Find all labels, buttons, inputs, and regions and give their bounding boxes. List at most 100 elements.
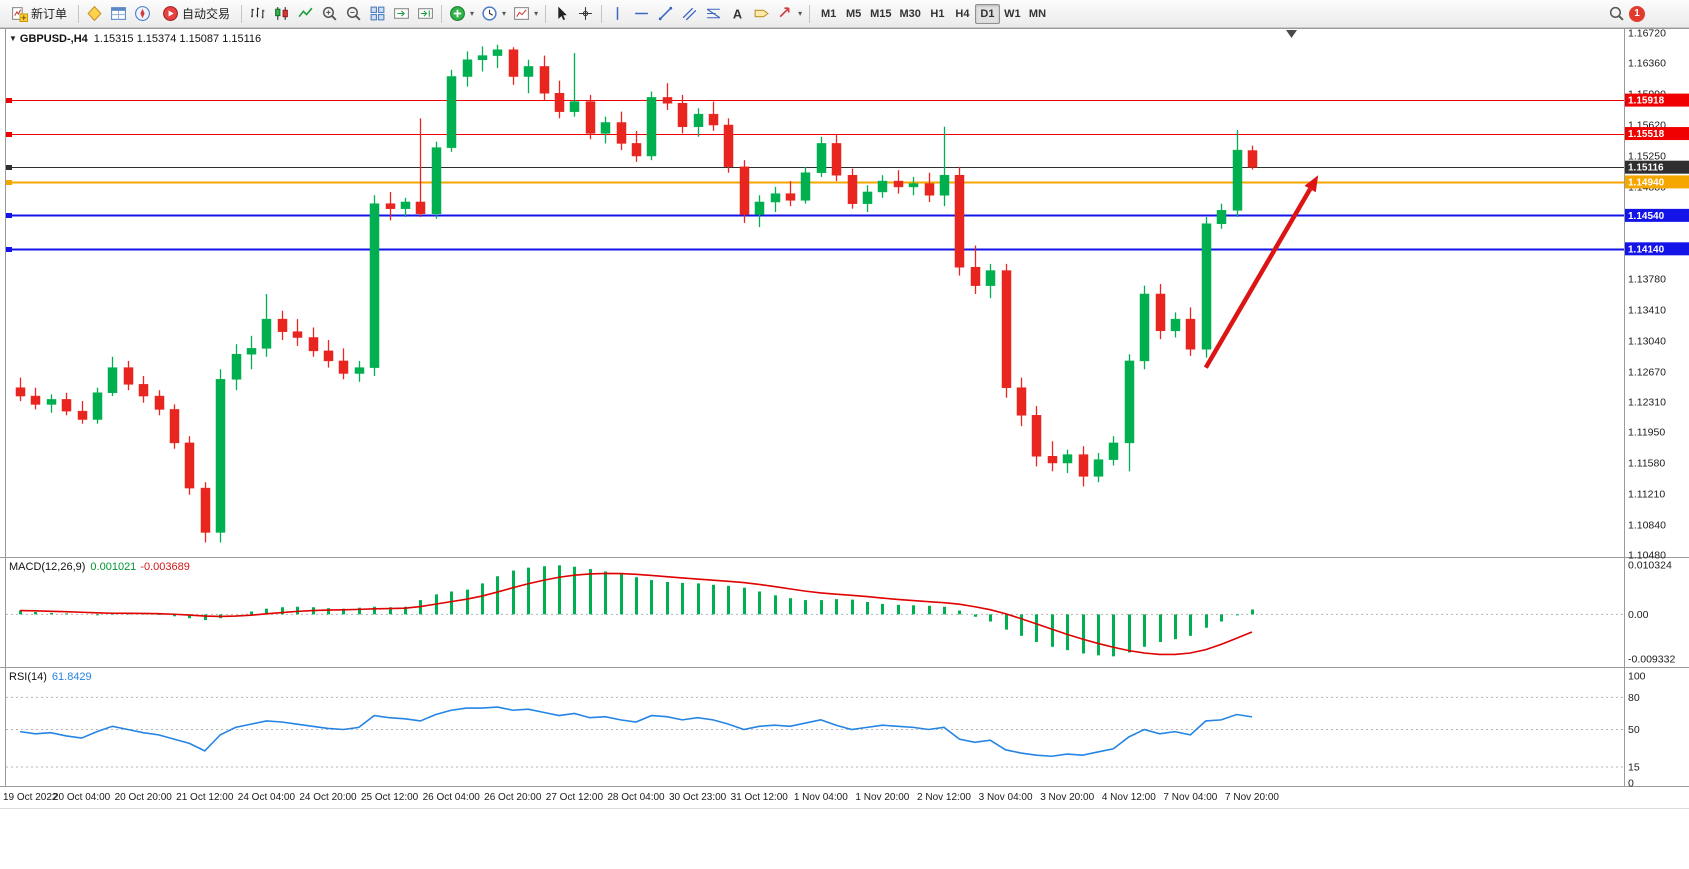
text-tool-button[interactable]: A [726, 3, 749, 25]
collapse-icon[interactable]: ▼ [9, 34, 17, 43]
toolbar-separator [241, 4, 243, 23]
hline-1.15116[interactable] [6, 165, 1624, 170]
chart-title: ▼ GBPUSD-,H4 1.15315 1.15374 1.15087 1.151… [9, 33, 261, 45]
crosshair-button[interactable] [574, 3, 597, 25]
svg-text:1.13410: 1.13410 [1628, 304, 1666, 316]
hline-1.14140[interactable] [6, 247, 1624, 252]
svg-text:25 Oct 12:00: 25 Oct 12:00 [361, 792, 419, 803]
notification-badge[interactable]: 1 [1629, 5, 1645, 22]
label-tool-button[interactable] [750, 3, 773, 25]
periods-button[interactable]: ▾ [478, 3, 509, 25]
timeframe-button-d1[interactable]: D1 [974, 3, 1000, 24]
autotrading-button[interactable]: 自动交易 [155, 3, 237, 25]
zoom-in-icon [322, 6, 337, 21]
macd-label: MACD(12,26,9) 0.001021 -0.003689 [9, 561, 190, 573]
search-button[interactable] [1605, 3, 1628, 25]
navigator-icon [135, 6, 150, 21]
rsi-label: RSI(14) 61.8429 [9, 671, 92, 683]
bar-chart-icon [251, 7, 265, 19]
timeframe-button-m15[interactable]: M15 [866, 4, 895, 24]
chart-ohlc-values: 1.15315 1.15374 1.15087 1.15116 [93, 33, 262, 45]
tile-windows-button[interactable] [366, 3, 389, 25]
market-watch-button[interactable] [83, 3, 106, 25]
arrows-tool-button[interactable]: ▾ [774, 3, 805, 25]
vertical-line-tool-button[interactable] [606, 3, 629, 25]
toolbar-separator [441, 4, 443, 23]
templates-button[interactable]: ▾ [510, 3, 541, 25]
new-order-label: 新订单 [31, 7, 68, 21]
periods-clock-icon [482, 6, 497, 21]
svg-text:7 Nov 20:00: 7 Nov 20:00 [1225, 792, 1279, 803]
zoom-out-button[interactable] [342, 3, 365, 25]
trendline-icon [658, 6, 673, 21]
navigator-button[interactable] [131, 3, 154, 25]
svg-text:1.11950: 1.11950 [1628, 427, 1665, 439]
search-icon [1609, 6, 1624, 21]
candlestick-mode-button[interactable] [270, 3, 293, 25]
toolbar-separator [78, 4, 80, 23]
timeframe-button-h4[interactable]: H4 [950, 4, 975, 24]
chart-shift-marker[interactable] [1286, 30, 1297, 38]
chart-shift-button[interactable] [414, 3, 437, 25]
svg-text:1.10840: 1.10840 [1628, 519, 1666, 531]
main-toolbar: 新订单 自动交易 [0, 0, 1689, 28]
svg-text:1.14540: 1.14540 [1628, 211, 1665, 222]
svg-text:80: 80 [1628, 692, 1640, 704]
auto-scroll-button[interactable] [390, 3, 413, 25]
horizontal-line-tool-button[interactable] [630, 3, 653, 25]
chart-background [0, 28, 1689, 869]
hline-1.15918[interactable] [6, 98, 1624, 103]
trend-arrow[interactable] [1203, 175, 1319, 369]
svg-text:0: 0 [1628, 778, 1634, 790]
svg-text:-0.009332: -0.009332 [1628, 653, 1675, 665]
timeframe-button-w1[interactable]: W1 [1000, 4, 1025, 24]
fibonacci-icon [706, 8, 721, 19]
macd-value: 0.001021 [90, 561, 137, 573]
hline-1.15518[interactable] [6, 132, 1624, 137]
hline-1.14940[interactable] [6, 180, 1624, 185]
cursor-button[interactable] [550, 3, 573, 25]
zoom-in-button[interactable] [318, 3, 341, 25]
horizontal-line-icon [635, 12, 648, 15]
toolbar-separator [545, 4, 547, 23]
toolbar-separator [601, 4, 603, 23]
svg-text:30 Oct 23:00: 30 Oct 23:00 [669, 792, 727, 803]
svg-text:50: 50 [1628, 724, 1640, 736]
channel-tool-button[interactable] [678, 3, 701, 25]
svg-text:A: A [733, 6, 742, 21]
line-chart-mode-button[interactable] [294, 3, 317, 25]
timeframe-button-m1[interactable]: M1 [816, 4, 841, 24]
timeframe-button-m5[interactable]: M5 [841, 4, 866, 24]
svg-text:0.00: 0.00 [1628, 609, 1649, 621]
data-window-button[interactable] [107, 3, 130, 25]
timeframe-button-m30[interactable]: M30 [896, 4, 925, 24]
svg-text:24 Oct 20:00: 24 Oct 20:00 [299, 792, 357, 803]
svg-text:7 Nov 04:00: 7 Nov 04:00 [1163, 792, 1217, 803]
auto-scroll-icon [394, 8, 409, 19]
svg-text:26 Oct 20:00: 26 Oct 20:00 [484, 792, 542, 803]
svg-text:1.14940: 1.14940 [1628, 177, 1665, 188]
svg-text:1.12310: 1.12310 [1628, 396, 1666, 408]
hline-1.14540[interactable] [6, 213, 1624, 218]
line-chart-icon [298, 7, 313, 18]
trendline-tool-button[interactable] [654, 3, 677, 25]
chart-window: 1.167201.163601.159901.156201.152501.148… [0, 28, 1689, 869]
autotrading-label: 自动交易 [182, 7, 231, 21]
cursor-icon [558, 6, 567, 21]
rsi-value: 61.8429 [51, 671, 92, 683]
bar-chart-mode-button[interactable] [246, 3, 269, 25]
timeframe-button-h1[interactable]: H1 [925, 4, 950, 24]
new-order-button[interactable]: 新订单 [4, 3, 74, 25]
fibonacci-tool-button[interactable] [702, 3, 725, 25]
indicators-button[interactable]: ▾ [446, 3, 477, 25]
svg-text:2 Nov 12:00: 2 Nov 12:00 [917, 792, 971, 803]
timeframe-button-mn[interactable]: MN [1025, 4, 1050, 24]
pane-borders [0, 28, 1689, 809]
svg-text:1.15518: 1.15518 [1628, 129, 1665, 140]
chart-canvas[interactable]: 1.167201.163601.159901.156201.152501.148… [0, 28, 1689, 869]
svg-text:1.14140: 1.14140 [1628, 244, 1665, 255]
vertical-line-icon [616, 7, 619, 20]
svg-text:1.16360: 1.16360 [1628, 58, 1666, 70]
chart-symbol-period: GBPUSD-,H4 [19, 33, 88, 45]
